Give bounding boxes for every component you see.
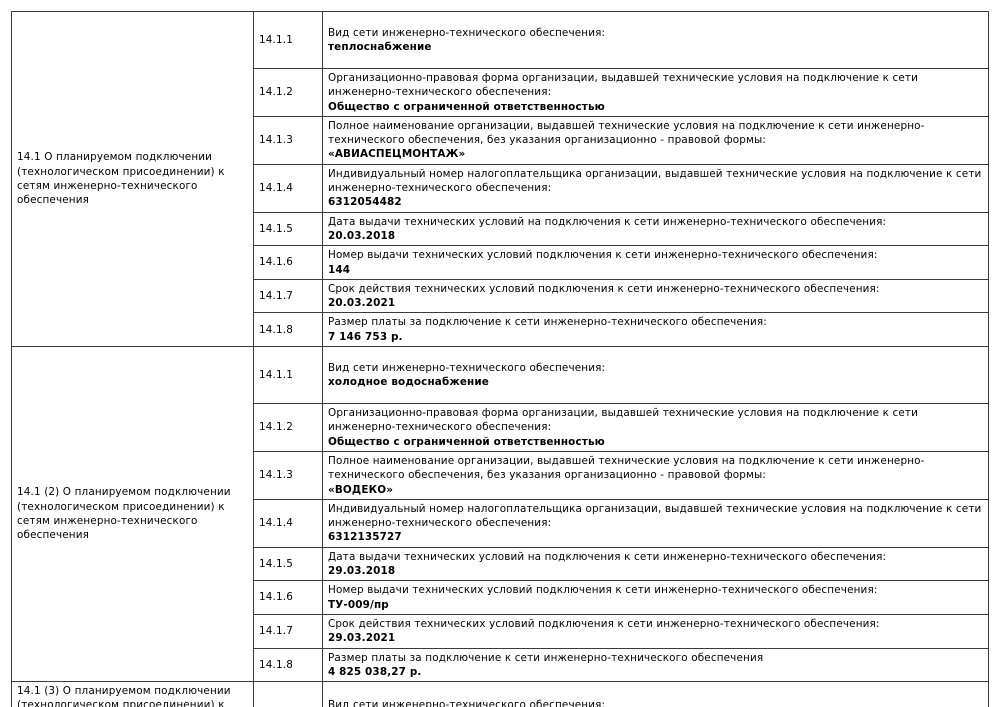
row-index-cell: 14.1.1: [253, 11, 323, 69]
row-index-cell: 14.1.3: [253, 450, 323, 500]
field-value: 7 146 753 р.: [328, 330, 403, 343]
field-label: Размер платы за подключение к сети инжен…: [328, 316, 767, 329]
row-index-cell: 14.1.8: [253, 312, 323, 348]
field-label: Организационно-правовая форма организаци…: [328, 72, 918, 99]
row-content-cell: Индивидуальный номер налогоплательщика о…: [322, 498, 989, 548]
table-row: 14.1.5 Дата выдачи технических условий на…: [12, 211, 989, 247]
field-label: Дата выдачи технических условий на подкл…: [328, 550, 887, 563]
field-label: Организационно-правовая форма организаци…: [328, 407, 918, 434]
field-value: 6312135727: [328, 531, 402, 544]
section-title-cell: 14.1 (3) О планируемом подключении (техн…: [11, 681, 254, 707]
table-row: 14.1.2 Организационно-правовая форма орга…: [12, 403, 989, 452]
row-index-cell: 14.1.8: [253, 647, 323, 683]
row-content-cell: Номер выдачи технических условий подключ…: [322, 580, 989, 615]
row-index-cell: 14.1.3: [253, 115, 323, 165]
table-row: 14.1.4 Индивидуальный номер налогоплатель…: [12, 498, 989, 548]
field-value: 20.03.2021: [328, 297, 396, 310]
field-label: Вид сети инженерно-технического обеспече…: [328, 361, 606, 374]
row-index-cell: 14.1.7: [253, 613, 323, 649]
row-index-cell: 14.1.1: [253, 346, 323, 405]
field-value: холодное водоснабжение: [328, 376, 490, 389]
row-index-cell: 14.1.7: [253, 278, 323, 314]
field-value: 6312054482: [328, 196, 402, 209]
table-row: 14.1.3 Полное наименование организации, в…: [12, 450, 989, 500]
table-row: 14.1.6 Номер выдачи технических условий п…: [12, 580, 989, 615]
row-index-cell: 14.1.1: [253, 681, 323, 707]
field-value: 29.03.2021: [328, 632, 396, 645]
field-value: «АВИАСПЕЦМОНТАЖ»: [328, 148, 466, 161]
field-value: теплоснабжение: [328, 41, 432, 53]
table-row: 14.1.3 Полное наименование организации, в…: [12, 115, 989, 165]
row-content-cell: Размер платы за подключение к сети инжен…: [322, 647, 989, 683]
table-row: 14.1 (2) О планируемом подключении (техн…: [11, 346, 989, 683]
field-value: ТУ-009/пр: [328, 598, 389, 611]
table-row: 14.1.5 Дата выдачи технических условий на…: [12, 546, 989, 582]
field-value: «ВОДЕКО»: [328, 483, 394, 496]
row-content-cell: Индивидуальный номер налогоплательщика о…: [322, 163, 989, 213]
section-title-cell: 14.1 (2) О планируемом подключении (техн…: [11, 346, 254, 683]
row-content-cell: Вид сети инженерно-технического обеспече…: [322, 681, 989, 707]
table-row: 14.1 (3) О планируемом подключении (техн…: [11, 681, 989, 707]
row-index-cell: 14.1.2: [253, 403, 323, 452]
field-label: Срок действия технических условий подклю…: [328, 282, 880, 295]
row-content-cell: Срок действия технических условий подклю…: [322, 278, 989, 314]
row-index-cell: 14.1.6: [253, 245, 323, 280]
row-content-cell: Вид сети инженерно-технического обеспече…: [322, 11, 989, 69]
row-index-cell: 14.1.6: [253, 580, 323, 615]
field-label: Номер выдачи технических условий подключ…: [328, 249, 878, 262]
field-value: 4 825 038,27 р.: [328, 665, 422, 678]
table-row: 14.1.6 Номер выдачи технических условий п…: [12, 245, 989, 280]
field-value: 20.03.2018: [328, 229, 396, 242]
table-row: 14.1.2 Организационно-правовая форма орга…: [12, 68, 989, 117]
field-value: 144: [328, 263, 351, 276]
row-content-cell: Организационно-правовая форма организаци…: [322, 403, 989, 452]
table-row: 14.1.8 Размер платы за подключение к сети…: [12, 312, 989, 348]
table-row: 14.1 О планируемом подключении (технолог…: [11, 10, 989, 348]
table-row: 14.1.8 Размер платы за подключение к сети…: [12, 647, 989, 683]
row-content-cell: Дата выдачи технических условий на подкл…: [322, 546, 989, 582]
field-label: Дата выдачи технических условий на подкл…: [328, 215, 887, 228]
field-value: Общество с ограниченной ответственностью: [328, 100, 605, 113]
section-title-cell: 14.1 О планируемом подключении (технолог…: [11, 10, 254, 348]
field-label: Индивидуальный номер налогоплательщика о…: [328, 502, 982, 530]
row-content-cell: Номер выдачи технических условий подключ…: [322, 245, 989, 280]
field-label: Номер выдачи технических условий подключ…: [328, 584, 878, 597]
row-content-cell: Полное наименование организации, выдавше…: [322, 450, 989, 500]
table-row: 14.1.4 Индивидуальный номер налогоплатель…: [12, 163, 989, 213]
field-label: Полное наименование организации, выдавше…: [328, 119, 925, 147]
row-index-cell: 14.1.4: [253, 498, 323, 548]
field-label: Индивидуальный номер налогоплательщика о…: [328, 167, 982, 195]
row-index-cell: 14.1.5: [253, 211, 323, 247]
table-row: 14.1.7 Срок действия технических условий …: [12, 613, 989, 649]
field-value: 29.03.2018: [328, 565, 396, 578]
row-index-cell: 14.1.4: [253, 163, 323, 213]
field-label: Вид сети инженерно-технического обеспече…: [328, 699, 606, 707]
row-index-cell: 14.1.2: [253, 68, 323, 117]
row-content-cell: Организационно-правовая форма организаци…: [322, 68, 989, 117]
row-content-cell: Вид сети инженерно-технического обеспече…: [322, 346, 989, 405]
row-content-cell: Срок действия технических условий подклю…: [322, 613, 989, 649]
row-content-cell: Полное наименование организации, выдавше…: [322, 115, 989, 165]
engineering-network-connection-table: 14.1 О планируемом подключении (технолог…: [11, 10, 989, 707]
field-value: Общество с ограниченной ответственностью: [328, 435, 605, 448]
row-content-cell: Дата выдачи технических условий на подкл…: [322, 211, 989, 247]
row-content-cell: Размер платы за подключение к сети инжен…: [322, 312, 989, 348]
field-label: Полное наименование организации, выдавше…: [328, 454, 925, 482]
field-label: Срок действия технических условий подклю…: [328, 617, 880, 630]
field-label: Размер платы за подключение к сети инжен…: [328, 651, 764, 664]
field-label: Вид сети инженерно-технического обеспече…: [328, 26, 606, 39]
row-index-cell: 14.1.5: [253, 546, 323, 582]
table-row: 14.1.7 Срок действия технических условий …: [12, 278, 989, 314]
